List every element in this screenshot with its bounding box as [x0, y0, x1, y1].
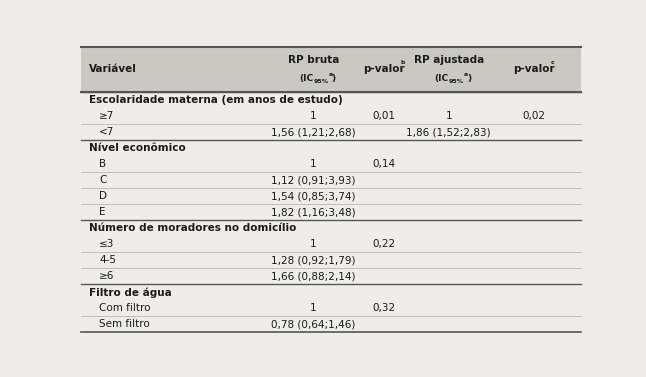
Text: 1: 1	[310, 111, 317, 121]
Text: p-valor: p-valor	[513, 64, 555, 74]
Text: E: E	[99, 207, 106, 217]
Text: Escolaridade materna (em anos de estudo): Escolaridade materna (em anos de estudo)	[89, 95, 343, 105]
Text: Nível econômico: Nível econômico	[89, 143, 186, 153]
Text: ≥7: ≥7	[99, 111, 114, 121]
Text: 1: 1	[310, 303, 317, 313]
Text: 4-5: 4-5	[99, 255, 116, 265]
Text: b: b	[400, 60, 404, 65]
Text: (IC: (IC	[435, 74, 449, 83]
Text: ≥6: ≥6	[99, 271, 114, 281]
Text: 1: 1	[445, 111, 452, 121]
Text: 1,56 (1,21;2,68): 1,56 (1,21;2,68)	[271, 127, 356, 137]
Text: Variável: Variável	[89, 64, 137, 74]
Text: 95%: 95%	[449, 79, 464, 84]
Text: 0,32: 0,32	[372, 303, 395, 313]
Text: ): )	[467, 74, 471, 83]
Text: 1: 1	[310, 239, 317, 249]
Text: B: B	[99, 159, 107, 169]
Text: 1,54 (0,85;3,74): 1,54 (0,85;3,74)	[271, 191, 356, 201]
Text: RP bruta: RP bruta	[288, 55, 339, 66]
Bar	[81, 47, 581, 92]
Text: Com filtro: Com filtro	[99, 303, 151, 313]
Text: ≤3: ≤3	[99, 239, 114, 249]
Text: 0,01: 0,01	[372, 111, 395, 121]
Text: a: a	[464, 72, 468, 78]
Text: 0,78 (0,64;1,46): 0,78 (0,64;1,46)	[271, 319, 356, 329]
Text: 1,82 (1,16;3,48): 1,82 (1,16;3,48)	[271, 207, 356, 217]
Text: 0,02: 0,02	[523, 111, 545, 121]
Text: p-valor: p-valor	[363, 64, 404, 74]
Text: 1,28 (0,92;1,79): 1,28 (0,92;1,79)	[271, 255, 356, 265]
Text: Número de moradores no domicílio: Número de moradores no domicílio	[89, 223, 297, 233]
Text: Sem filtro: Sem filtro	[99, 319, 150, 329]
Text: 0,22: 0,22	[372, 239, 395, 249]
Text: ): )	[331, 74, 336, 83]
Text: 0,14: 0,14	[372, 159, 395, 169]
Text: 1,86 (1,52;2,83): 1,86 (1,52;2,83)	[406, 127, 491, 137]
Text: <7: <7	[99, 127, 114, 137]
Text: (IC: (IC	[300, 74, 313, 83]
Text: 95%: 95%	[313, 79, 329, 84]
Text: Filtro de água: Filtro de água	[89, 287, 172, 298]
Text: C: C	[99, 175, 107, 185]
Text: 1,12 (0,91;3,93): 1,12 (0,91;3,93)	[271, 175, 356, 185]
Text: D: D	[99, 191, 107, 201]
Text: 1: 1	[310, 159, 317, 169]
Text: a: a	[329, 72, 333, 78]
Text: RP ajustada: RP ajustada	[413, 55, 484, 66]
Text: c: c	[550, 60, 554, 65]
Text: 1,66 (0,88;2,14): 1,66 (0,88;2,14)	[271, 271, 356, 281]
